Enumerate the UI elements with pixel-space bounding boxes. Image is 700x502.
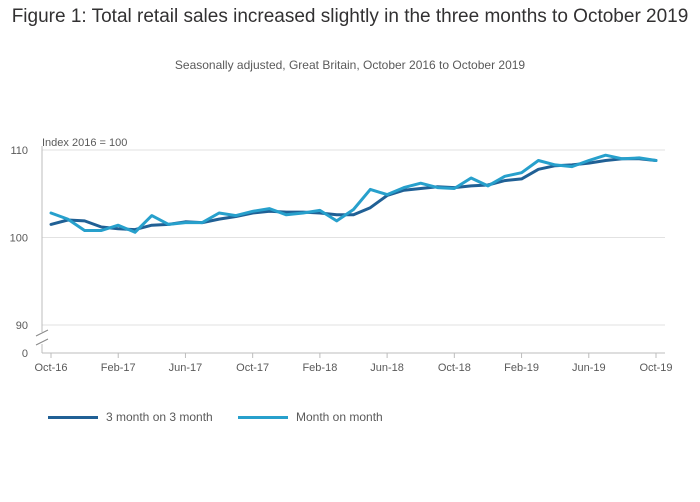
legend-swatch-3m [48,415,98,419]
x-tick-label: Oct-16 [34,362,67,374]
series-line-month-on-month [49,153,658,234]
x-tick-label: Feb-19 [504,362,539,374]
y-tick-label: 100 [10,233,28,245]
chart-title: Figure 1: Total retail sales increased s… [11,6,689,27]
x-tick-label: Jun-18 [370,362,404,374]
legend-label-3m: 3 month on 3 month [106,410,213,424]
legend-label-mom: Month on month [296,410,383,424]
y-tick-label: 90 [16,320,28,332]
legend-item-3m: 3 month on 3 month [48,408,213,426]
y-tick-label: 0 [22,348,28,360]
x-tick-label: Jun-19 [572,362,606,374]
y-axis-label: Index 2016 = 100 [42,137,127,149]
x-tick-label: Jun-17 [169,362,203,374]
axis-break-marker [35,329,49,346]
x-tick-label: Oct-19 [639,362,672,374]
legend-item-mom: Month on month [238,408,383,426]
chart-subtitle: Seasonally adjusted, Great Britain, Octo… [174,58,526,72]
x-tick-label: Oct-18 [438,362,471,374]
x-tick-label: Feb-17 [101,362,136,374]
x-tick-label: Feb-18 [302,362,337,374]
series-line-3m-on-3m [49,157,658,232]
x-tick-label: Oct-17 [236,362,269,374]
legend-swatch-mom [238,415,288,419]
y-tick-label: 110 [10,145,28,157]
